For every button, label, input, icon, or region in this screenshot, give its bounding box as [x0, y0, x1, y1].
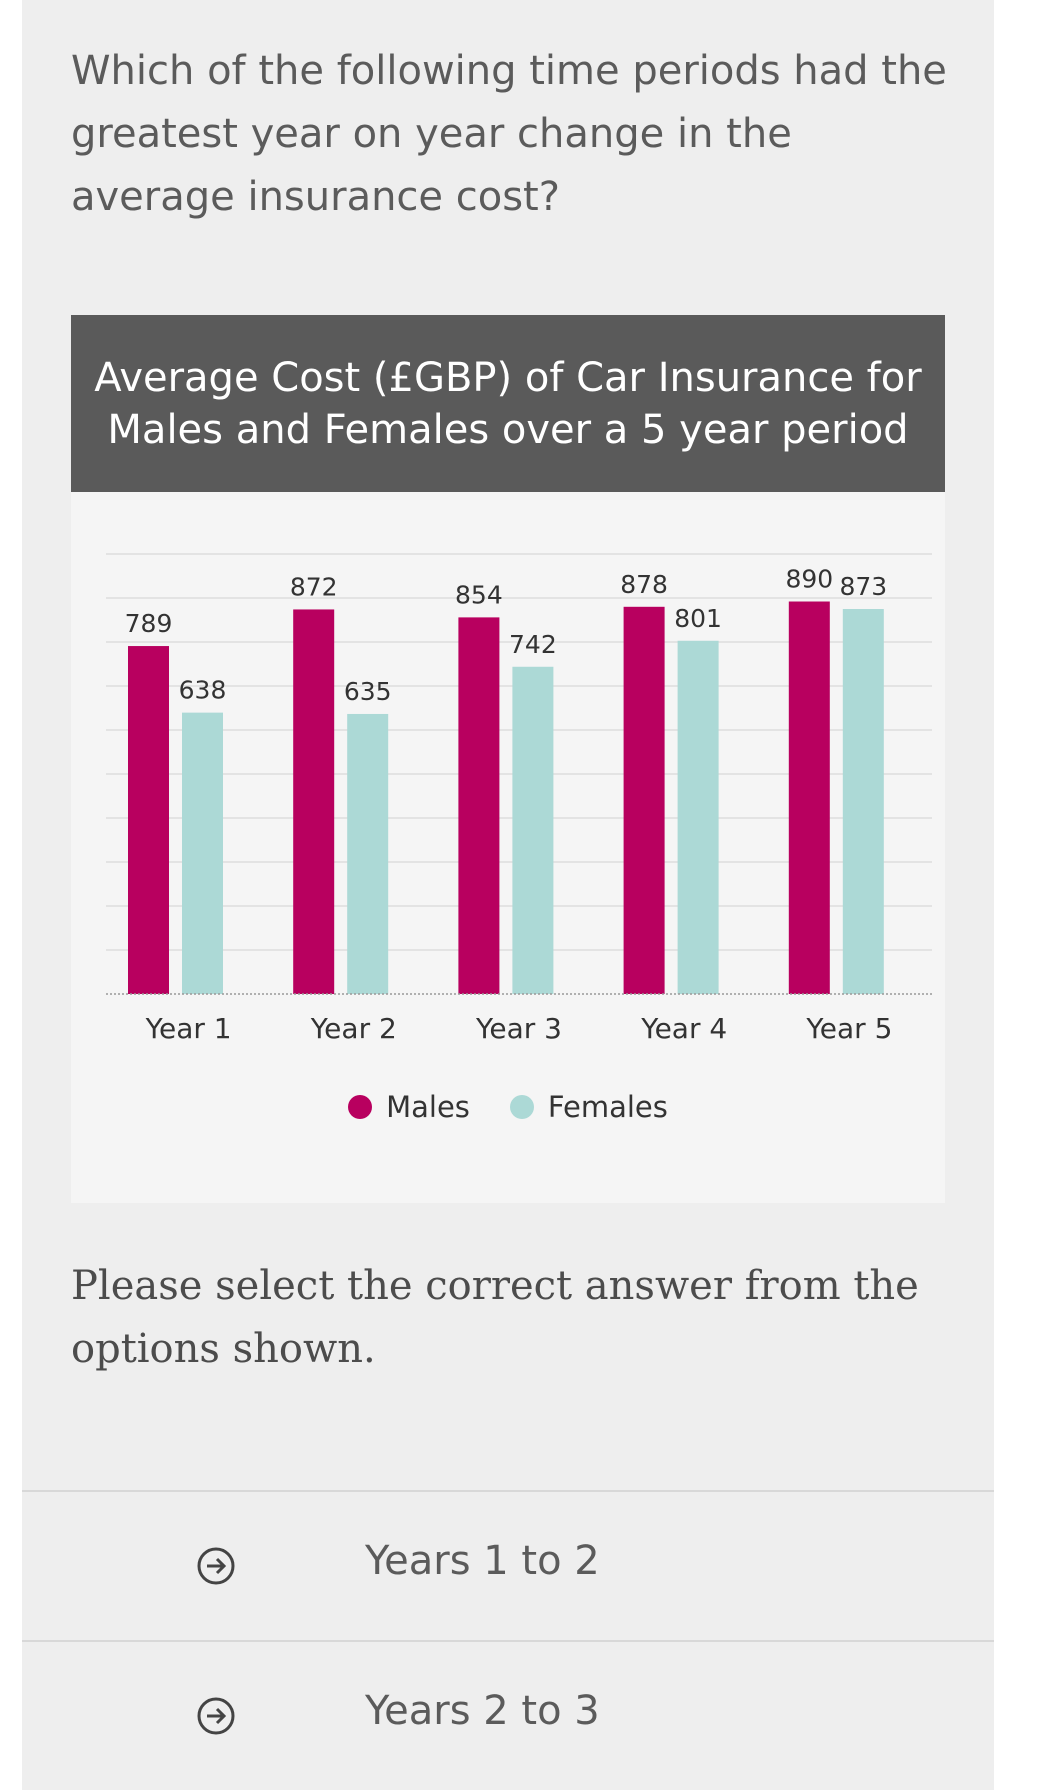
bar-females: [512, 666, 554, 994]
x-tick-label: Year 3: [475, 1012, 562, 1045]
legend-label-males: Males: [386, 1090, 470, 1124]
x-tick-label: Year 2: [310, 1012, 397, 1045]
data-label: 872: [290, 572, 338, 601]
data-label: 638: [179, 676, 227, 705]
data-label: 801: [674, 604, 722, 633]
bar-males: [293, 609, 335, 994]
legend-item-females: Females: [509, 1090, 668, 1124]
option-label: Years 2 to 3: [365, 1688, 600, 1734]
data-label: 789: [125, 609, 173, 638]
data-label: 635: [344, 677, 392, 706]
x-tick-label: Year 1: [145, 1012, 232, 1045]
bar-females: [347, 713, 389, 994]
bar-males: [128, 646, 169, 994]
legend-label-females: Females: [547, 1090, 668, 1124]
question-panel: Which of the following time periods had …: [22, 0, 994, 1790]
chart-title: Average Cost (£GBP) of Car Insurance for…: [71, 315, 945, 492]
females-dot-icon: [509, 1095, 534, 1119]
data-label: 873: [839, 572, 887, 601]
bar-females: [677, 640, 719, 994]
data-label: 878: [620, 570, 668, 599]
data-label: 742: [509, 630, 557, 659]
question-text: Which of the following time periods had …: [71, 48, 947, 220]
bar-males: [788, 601, 830, 994]
answer-option-years-1-to-2[interactable]: Years 1 to 2: [22, 1490, 994, 1640]
legend-item-males: Males: [348, 1090, 470, 1124]
arrow-right-circle-icon: [197, 1547, 235, 1585]
bar-females: [182, 712, 223, 994]
x-tick-label: Year 5: [805, 1012, 892, 1045]
bar-males: [623, 606, 665, 994]
data-label: 890: [785, 565, 833, 594]
arrow-right-circle-icon: [197, 1697, 235, 1735]
answer-option-years-2-to-3[interactable]: Years 2 to 3: [22, 1640, 994, 1790]
bar-males: [458, 617, 500, 994]
x-tick-label: Year 4: [640, 1012, 727, 1045]
data-label: 854: [455, 580, 503, 609]
instruction-text: Please select the correct answer from th…: [71, 1263, 919, 1372]
males-dot-icon: [348, 1095, 373, 1119]
bar-females: [842, 609, 884, 994]
option-label: Years 1 to 2: [365, 1538, 600, 1584]
chart-area: 789 638 Year 1 872 635 Year 2 854 742 Year 3 878 8…: [71, 492, 945, 1203]
chart-legend: Males Females: [22, 1090, 994, 1124]
